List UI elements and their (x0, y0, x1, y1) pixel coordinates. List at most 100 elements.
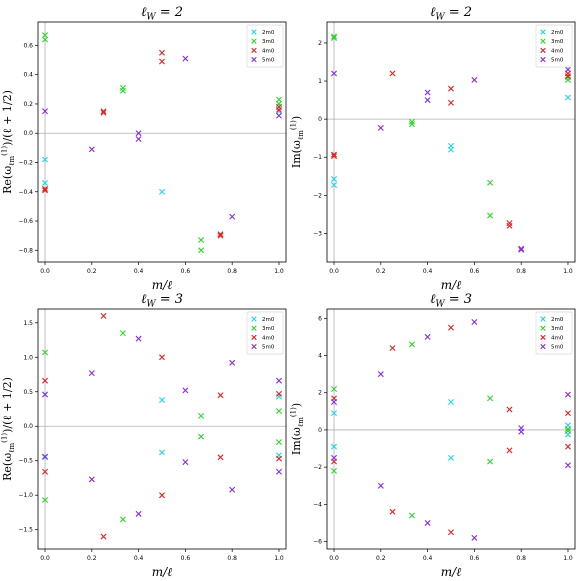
legend-label-4m0: 4m0 (262, 48, 275, 54)
data-point-3m0 (198, 247, 205, 254)
data-point-5m0 (135, 130, 142, 137)
legend-label-4m0: 4m0 (262, 335, 275, 341)
axes-frame (37, 308, 287, 550)
data-point-5m0 (135, 136, 142, 143)
x-tick-label: 0.6 (470, 268, 480, 275)
data-point-5m0 (424, 519, 431, 526)
legend-marker-4m0 (540, 47, 546, 54)
legend-label-3m0: 3m0 (551, 326, 564, 332)
x-axis-label: m/ℓ (441, 278, 461, 292)
data-point-3m0 (42, 32, 49, 39)
x-tick-label: 0.8 (227, 555, 237, 562)
data-point-4m0 (100, 108, 107, 115)
data-point-4m0 (100, 312, 107, 319)
axes-frame (37, 21, 287, 263)
data-point-2m0 (331, 175, 338, 182)
data-point-4m0 (217, 454, 224, 461)
legend-box (246, 24, 284, 68)
data-point-3m0 (408, 118, 415, 125)
x-tick-label: 0.8 (516, 555, 526, 562)
data-point-5m0 (518, 245, 525, 252)
x-tick-label: 0.4 (423, 268, 433, 275)
legend-marker-5m0 (540, 56, 546, 63)
data-point-4m0 (159, 58, 165, 65)
data-point-4m0 (42, 468, 49, 475)
data-point-5m0 (471, 76, 478, 83)
legend-label-2m0: 2m0 (551, 317, 564, 323)
chart-panel-1: 0.0 0.2 0.4 0.6 0.8 1.0 −0.8 −0.6 −0.4 −0.2 0.0 0.2… (0, 5, 287, 292)
data-point-5m0 (424, 333, 431, 340)
data-point-3m0 (408, 121, 415, 128)
y-tick-label: 0.2 (23, 101, 33, 108)
data-point-4m0 (100, 533, 107, 540)
y-axis-label: Im(ωℓm​(1)​) (289, 116, 305, 168)
y-tick-label: −1 (313, 154, 322, 161)
data-point-2m0 (564, 94, 571, 101)
chart-title: ℓW​ = 2 (141, 5, 183, 23)
data-point-3m0 (42, 349, 49, 356)
data-point-2m0 (448, 146, 454, 153)
legend-marker-2m0 (540, 29, 546, 35)
y-tick-label: −6 (313, 539, 322, 546)
y-tick-label: 1.5 (23, 320, 33, 327)
axes-frame (326, 308, 576, 550)
x-tick-label: 0.2 (87, 268, 97, 275)
data-point-3m0 (331, 467, 338, 474)
data-point-5m0 (564, 462, 571, 469)
data-point-3m0 (331, 35, 338, 41)
legend-marker-4m0 (540, 334, 546, 341)
y-tick-label: 0.0 (23, 423, 33, 430)
y-tick-label: 0.0 (23, 130, 33, 137)
data-point-4m0 (564, 410, 571, 417)
x-tick-label: 0.0 (329, 268, 339, 275)
data-point-4m0 (331, 153, 338, 160)
y-tick-label: 6 (318, 315, 322, 322)
data-point-4m0 (506, 406, 513, 413)
data-point-4m0 (448, 99, 454, 106)
data-point-4m0 (159, 354, 165, 361)
data-point-4m0 (448, 85, 454, 92)
y-tick-label: 1 (318, 78, 322, 85)
data-point-2m0 (331, 443, 338, 450)
y-axis-label: Re(ωℓm​(1)​)/(ℓ + 1/2) (0, 377, 16, 481)
data-point-2m0 (159, 449, 165, 456)
x-tick-label: 0.0 (329, 555, 339, 562)
legend: 2m0 3m0 4m0 5m0 (535, 24, 573, 68)
x-tick-label: 1.0 (274, 555, 284, 562)
data-point-3m0 (331, 386, 338, 392)
legend-marker-3m0 (251, 325, 257, 331)
data-point-4m0 (389, 508, 396, 515)
x-tick-label: 0.2 (87, 555, 97, 562)
y-tick-label: 2 (318, 40, 322, 47)
data-point-4m0 (389, 345, 396, 352)
data-point-3m0 (408, 512, 415, 519)
x-tick-label: 1.0 (563, 555, 573, 562)
data-point-5m0 (42, 108, 49, 115)
legend-label-2m0: 2m0 (262, 30, 275, 36)
x-tick-label: 0.4 (134, 268, 144, 275)
data-point-5m0 (377, 124, 384, 131)
legend-marker-4m0 (251, 47, 257, 54)
data-point-5m0 (377, 482, 384, 489)
data-point-5m0 (229, 486, 236, 493)
chart-title: ℓW​ = 2 (430, 5, 472, 23)
legend-label-2m0: 2m0 (262, 317, 275, 323)
data-point-3m0 (198, 412, 205, 419)
data-point-5m0 (275, 468, 282, 475)
data-point-2m0 (42, 179, 49, 186)
y-tick-label: 2 (318, 390, 322, 397)
data-point-5m0 (471, 319, 478, 326)
data-point-5m0 (424, 97, 431, 104)
y-tick-label: −0.4 (18, 189, 33, 196)
data-point-2m0 (331, 182, 338, 189)
legend-marker-3m0 (251, 38, 257, 44)
x-axis-label: m/ℓ (152, 565, 172, 579)
y-tick-label: 0 (318, 116, 322, 123)
legend-marker-2m0 (251, 316, 257, 322)
data-point-5m0 (135, 335, 142, 342)
data-point-4m0 (42, 185, 49, 192)
data-point-5m0 (518, 246, 525, 253)
data-point-4m0 (100, 109, 107, 116)
y-tick-label: −4 (313, 501, 322, 508)
